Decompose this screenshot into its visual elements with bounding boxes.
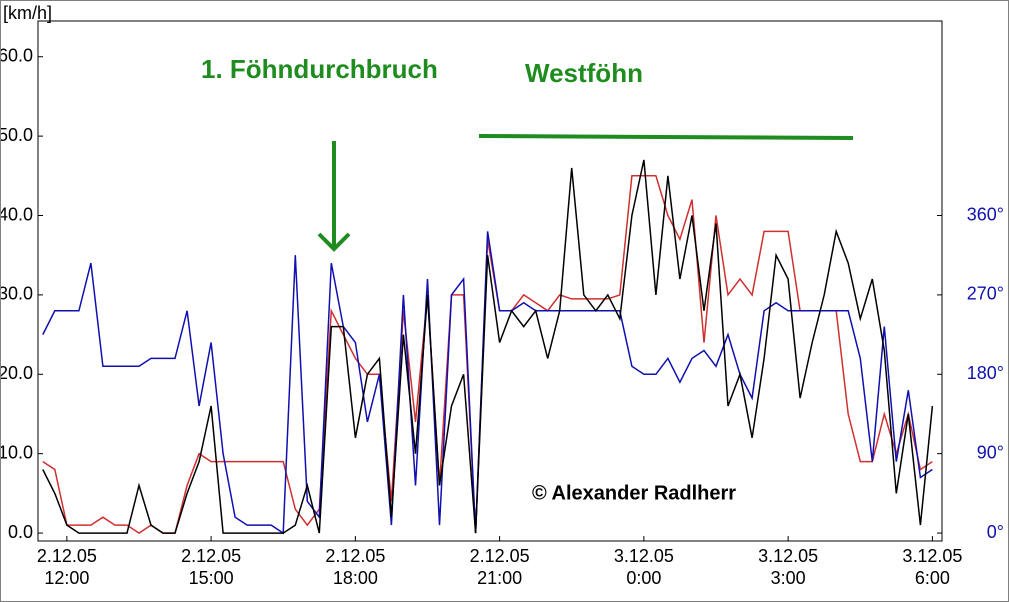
y2-tick-label: 270° xyxy=(967,284,1004,304)
x-tick-label: 2.12.05 15:00 xyxy=(181,546,242,588)
plot-frame xyxy=(37,20,943,542)
x-tick-label: 2.12.05 21:00 xyxy=(469,546,530,588)
y-tick-label: 0.0 xyxy=(8,522,33,542)
y-tick-label: 50.0 xyxy=(1,125,33,145)
y-tick-label: 40.0 xyxy=(1,204,33,224)
series-line xyxy=(42,231,933,535)
y-axis-label: [km/h] xyxy=(3,3,52,23)
x-tick-label: 2.12.05 12:00 xyxy=(36,546,97,588)
annotation-line xyxy=(478,134,854,140)
series-line xyxy=(42,159,934,534)
x-tick-label: 3.12.05 3:00 xyxy=(758,546,819,588)
y-tick-label: 20.0 xyxy=(1,363,33,383)
x-tick-label: 3.12.05 6:00 xyxy=(902,546,963,588)
y2-tick-label: 180° xyxy=(967,363,1004,383)
annotation-arrow xyxy=(317,141,351,252)
annotation: 1. Föhndurchbruch xyxy=(201,54,438,84)
annotation: © Alexander Radlherr xyxy=(532,482,736,504)
y2-tick-label: 90° xyxy=(977,442,1004,462)
x-tick-label: 2.12.05 18:00 xyxy=(325,546,386,588)
y2-tick-label: 360° xyxy=(967,204,1004,224)
y-tick-label: 10.0 xyxy=(1,442,33,462)
y2-tick-label: 0° xyxy=(987,522,1004,542)
y-tick-label: 60.0 xyxy=(1,45,33,65)
y-tick-label: 30.0 xyxy=(1,284,33,304)
annotation: Westföhn xyxy=(525,58,643,88)
x-tick-label: 3.12.05 0:00 xyxy=(613,546,674,588)
